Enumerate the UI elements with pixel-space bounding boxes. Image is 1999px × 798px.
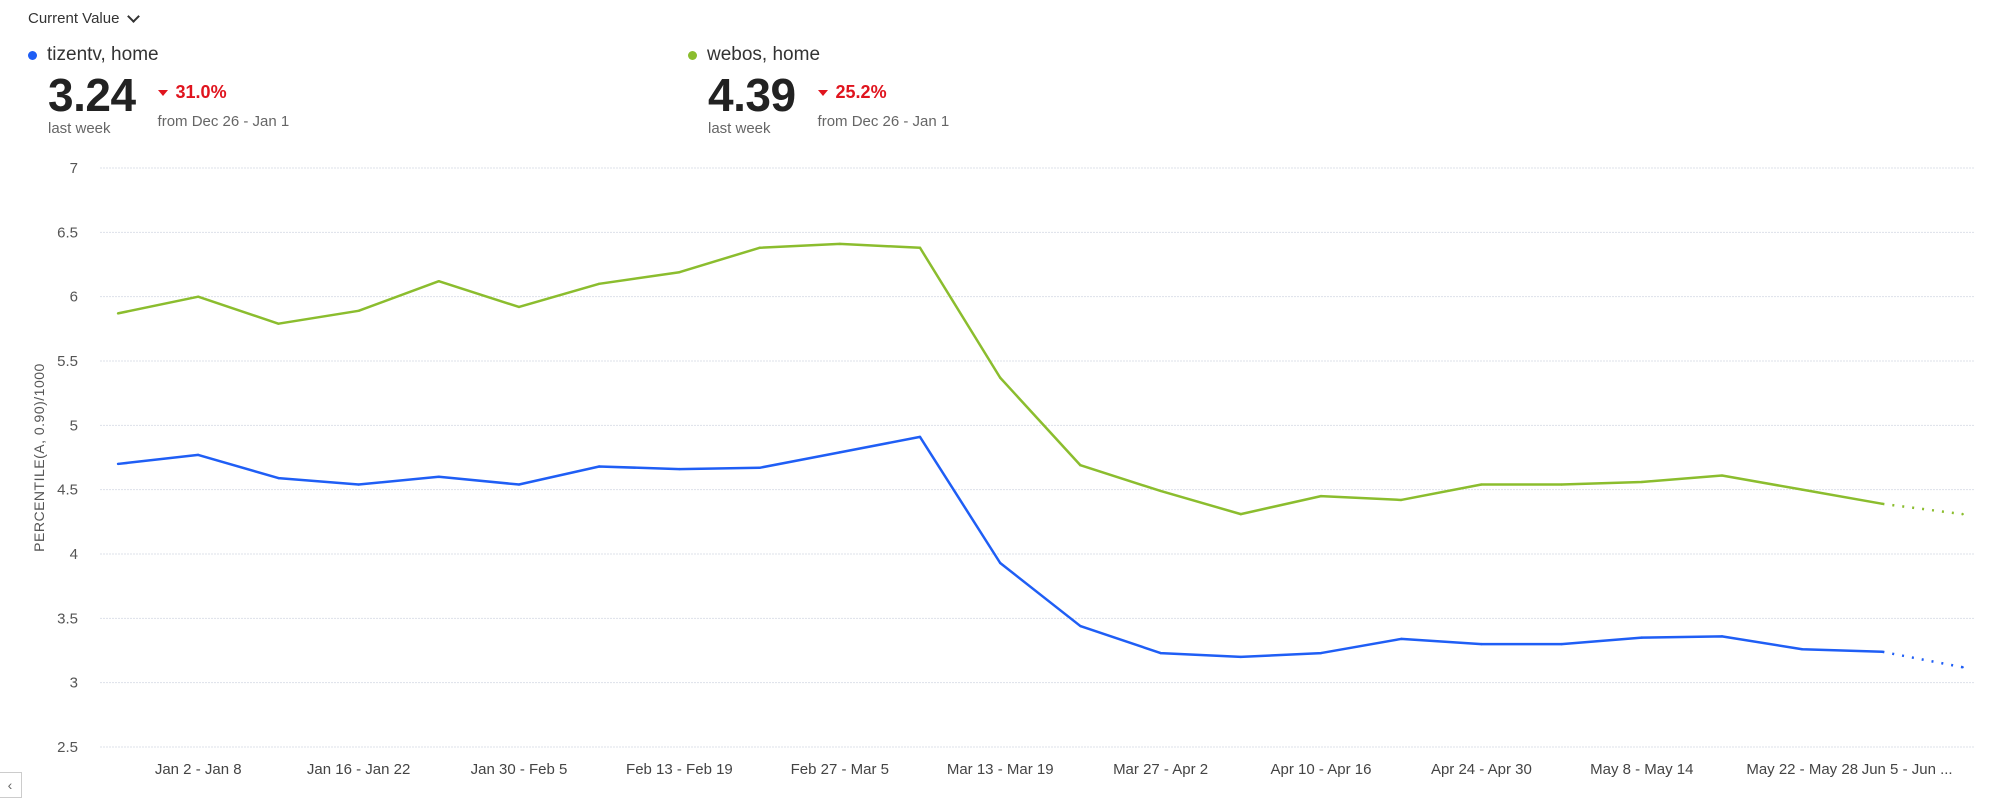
data-point [1801, 488, 1804, 491]
series-line [117, 435, 1883, 659]
data-point [1881, 502, 1884, 506]
data-point [918, 435, 922, 439]
data-point [1801, 648, 1804, 651]
y-tick-label: 6.5 [57, 224, 78, 241]
x-tick-label: May 22 - May 28 [1746, 761, 1858, 778]
data-point [1560, 483, 1563, 486]
data-point [1400, 498, 1403, 502]
data-point [197, 453, 200, 457]
data-point [1480, 642, 1483, 646]
data-point [277, 322, 280, 325]
series-line-incomplete [1882, 502, 1963, 516]
data-point [838, 451, 841, 454]
x-tick-label: Apr 24 - Apr 30 [1431, 761, 1532, 778]
data-point [517, 483, 521, 486]
data-point [517, 305, 521, 309]
triangle-down-icon [157, 89, 168, 96]
current-value: 4.39 [708, 69, 796, 121]
data-point [1720, 474, 1724, 477]
data-point [999, 561, 1002, 565]
x-tick-label: Jun 5 - Jun ... [1862, 761, 1953, 778]
data-point [598, 465, 601, 468]
y-tick-label: 3 [70, 675, 78, 692]
x-tick-label: Jan 2 - Jan 8 [155, 761, 242, 778]
data-point [678, 467, 681, 471]
y-tick-label: 6 [70, 289, 78, 306]
data-point [758, 466, 761, 469]
data-point [116, 312, 120, 315]
data-point [357, 483, 360, 486]
scroll-left-button[interactable]: ‹ [0, 772, 22, 798]
data-point [1720, 635, 1724, 638]
data-point [1961, 666, 1964, 669]
data-point [1961, 512, 1964, 516]
x-tick-label: May 8 - May 14 [1590, 761, 1693, 778]
y-tick-label: 4 [70, 546, 78, 563]
current-value: 3.24 [48, 69, 136, 121]
data-point [1079, 464, 1082, 467]
x-tick-label: Jan 30 - Feb 5 [471, 761, 568, 778]
data-point [1239, 512, 1243, 516]
y-tick-label: 4.5 [57, 482, 78, 499]
data-point [999, 376, 1002, 379]
legend-dot-icon [688, 50, 697, 60]
data-point [1239, 655, 1243, 659]
data-point [197, 295, 200, 298]
data-point [1640, 636, 1644, 639]
data-point [758, 246, 761, 249]
legend-dot-icon [28, 50, 37, 60]
y-tick-label: 5 [70, 417, 78, 434]
x-tick-label: Mar 27 - Apr 2 [1113, 761, 1208, 778]
x-tick-label: Mar 13 - Mar 19 [947, 761, 1054, 778]
x-tick-label: Feb 27 - Mar 5 [791, 761, 889, 778]
series-name: tizentv, home [47, 44, 159, 65]
data-point [678, 271, 681, 274]
data-point [1319, 651, 1323, 655]
y-tick-label: 3.5 [57, 610, 78, 627]
data-point [437, 280, 440, 283]
data-point [1640, 480, 1644, 484]
change-caption: from Dec 26 - Jan 1 [817, 113, 950, 130]
data-point [1560, 642, 1563, 646]
data-point [116, 462, 120, 466]
change-value: 25.2% [835, 82, 887, 102]
data-point [1159, 489, 1162, 493]
x-tick-label: Apr 10 - Apr 16 [1271, 761, 1372, 778]
series-summary-tizentv: tizentv, home 3.24 last week 31.0% from De… [28, 44, 289, 137]
data-point [357, 309, 360, 313]
data-point [918, 246, 922, 249]
data-point [437, 475, 440, 478]
y-tick-label: 7 [70, 160, 78, 177]
y-tick-label: 5.5 [57, 353, 78, 370]
series-line [117, 242, 1883, 516]
chevron-left-icon: ‹ [7, 777, 13, 793]
x-tick-label: Jan 16 - Jan 22 [307, 761, 410, 778]
series-line-incomplete [1882, 650, 1963, 669]
y-axis-title: PERCENTILE(A, 0.90)/1000 [31, 363, 47, 552]
value-caption: last week [48, 120, 111, 137]
metric-selector[interactable]: Current Value [28, 9, 141, 27]
data-point [1079, 624, 1082, 628]
data-point [1319, 494, 1323, 498]
metric-selector-label: Current Value [28, 10, 120, 27]
change-value: 31.0% [175, 82, 227, 102]
value-caption: last week [708, 120, 771, 137]
data-point [1400, 637, 1403, 641]
y-tick-label: 2.5 [57, 739, 78, 756]
triangle-down-icon [817, 89, 828, 96]
data-point [598, 282, 601, 285]
series-summary-webos: webos, home 4.39 last week 25.2% from Dec … [688, 44, 949, 137]
data-point [838, 242, 841, 246]
series-name: webos, home [707, 44, 821, 65]
change-caption: from Dec 26 - Jan 1 [157, 113, 290, 130]
data-point [277, 476, 280, 480]
data-point [1480, 483, 1483, 486]
data-point [1881, 650, 1884, 653]
data-point [1159, 651, 1162, 655]
x-tick-label: Feb 13 - Feb 19 [626, 761, 733, 778]
